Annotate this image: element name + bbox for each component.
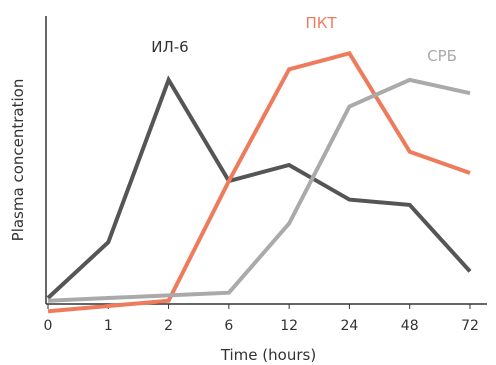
x-tick-label: 12 [280, 318, 298, 334]
series-line-pct [47, 50, 471, 314]
x-tick-label: 6 [224, 318, 233, 334]
x-tick-label: 72 [461, 318, 479, 334]
series-label-pct: ПКТ [305, 14, 337, 32]
series-labels: ИЛ-6 ПКТ СРБ [151, 14, 457, 65]
x-tick-label: 24 [341, 318, 359, 334]
x-tick-label: 0 [44, 318, 53, 334]
y-axis-title: Plasma concentration [9, 79, 27, 242]
series-label-il6: ИЛ-6 [151, 38, 188, 56]
x-axis-title: Time (hours) [220, 346, 316, 364]
series-line-il6 [46, 75, 472, 300]
series-lines [46, 50, 472, 314]
x-tick-label: 1 [104, 318, 113, 334]
series-label-crp: СРБ [427, 47, 457, 65]
x-ticks: 0 1 2 6 12 24 48 72 [44, 304, 479, 334]
x-tick-label: 2 [164, 318, 173, 334]
series-line-crp [47, 77, 471, 303]
x-tick-label: 48 [401, 318, 419, 334]
axes [45, 16, 487, 305]
